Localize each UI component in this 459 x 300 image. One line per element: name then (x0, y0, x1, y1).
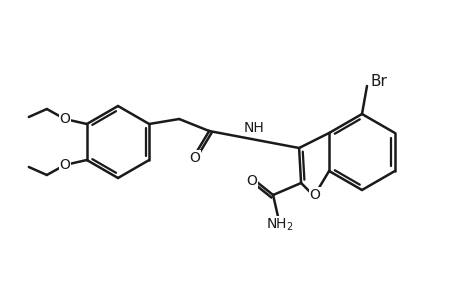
Text: O: O (246, 174, 257, 188)
Text: NH$_2$: NH$_2$ (266, 217, 293, 233)
Text: O: O (309, 188, 320, 202)
Text: O: O (189, 151, 200, 165)
Text: NH: NH (243, 121, 264, 134)
Text: O: O (59, 158, 70, 172)
Text: Br: Br (370, 74, 386, 88)
Text: O: O (59, 112, 70, 126)
